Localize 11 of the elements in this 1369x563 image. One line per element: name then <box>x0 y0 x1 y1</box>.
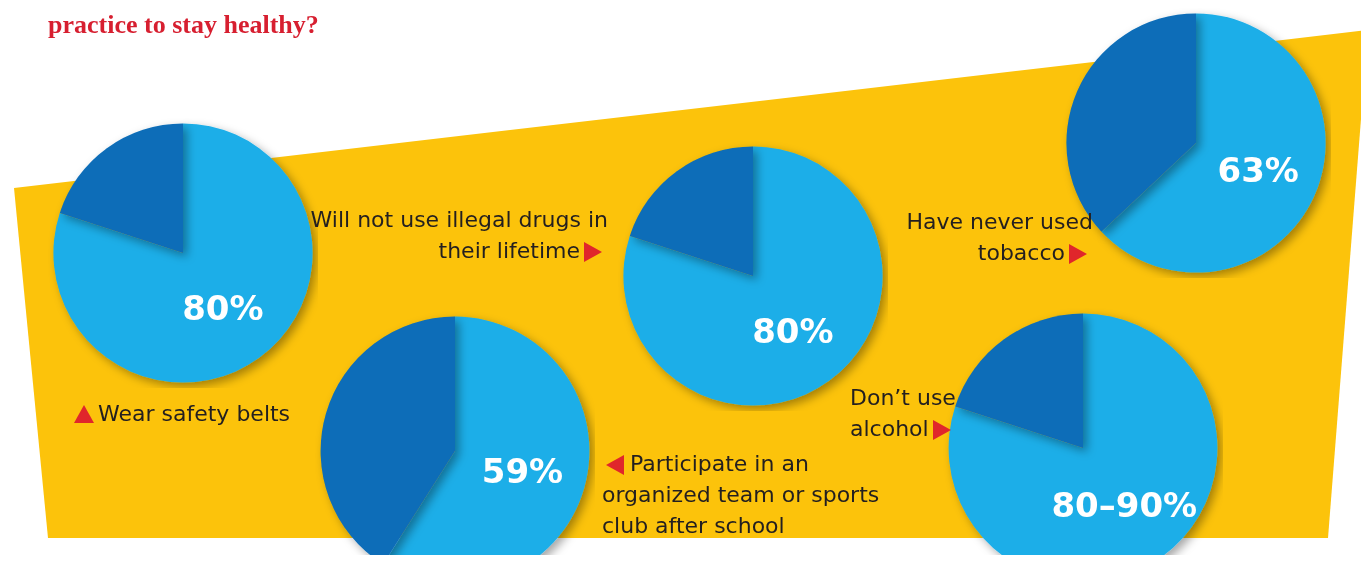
data-label: 63% <box>1217 149 1299 190</box>
slice-label: Participate in an organized team or sports club after school <box>602 451 880 538</box>
slice-label: Don’t use alcohol <box>850 385 956 441</box>
slice-label: Will not use illegal drugs in their lifetime <box>310 207 608 263</box>
data-label: 59% <box>481 450 564 491</box>
data-label: 80–90% <box>1051 484 1198 525</box>
data-label: 80% <box>752 310 834 351</box>
chart-title: practice to stay healthy? <box>48 10 319 40</box>
slice-label: Wear safety belts <box>98 401 291 426</box>
data-label: 80% <box>182 287 264 328</box>
slice-label: Have never used tobacco <box>906 209 1093 265</box>
